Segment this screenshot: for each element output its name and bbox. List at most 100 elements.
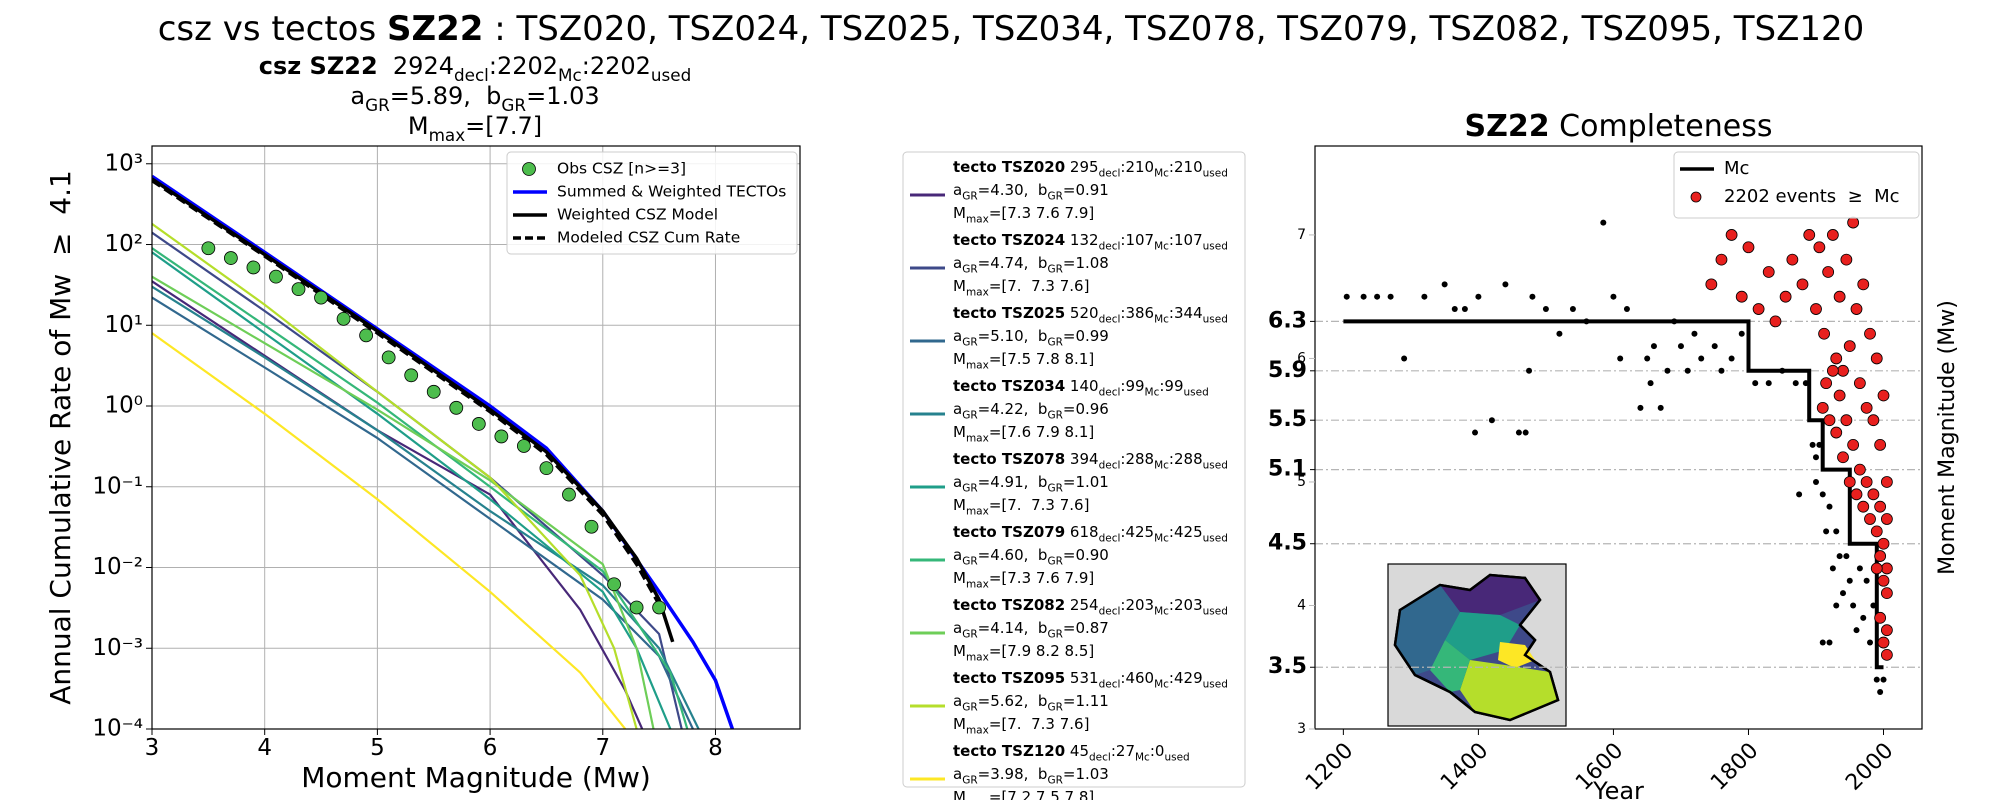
data-point (1833, 528, 1840, 535)
data-point (1860, 476, 1873, 488)
text-segment: max (966, 579, 989, 591)
series-line (152, 285, 700, 729)
data-point (1752, 380, 1759, 387)
y-tick-label: 5 (1297, 474, 1306, 490)
mc-tick-label: 5.9 (1268, 358, 1307, 383)
data-point (1623, 306, 1630, 313)
text-segment: GR (501, 95, 526, 115)
data-point (1657, 404, 1664, 411)
y-tick-label: 10⁻⁴ (92, 716, 143, 742)
data-point (1870, 525, 1883, 538)
data-point (1837, 364, 1849, 377)
text-segment: M (953, 788, 966, 800)
data-point (1840, 414, 1853, 427)
data-point (1461, 306, 1468, 313)
text-segment: :107 (1169, 231, 1203, 249)
data-point (1833, 389, 1846, 402)
data-point (652, 600, 667, 615)
text-segment: =4.22, b (978, 400, 1048, 418)
y-tick-label: 10² (105, 231, 144, 257)
y-tick-label: 10⁻² (92, 554, 143, 580)
text-segment: csz SZ22 (259, 52, 378, 80)
text-segment: a (953, 254, 962, 272)
data-point (1850, 602, 1857, 609)
text-segment: tecto TSZ025 (953, 304, 1065, 322)
text-segment: tecto TSZ020 (953, 158, 1065, 176)
data-point (1711, 343, 1718, 350)
data-point (1843, 476, 1856, 488)
text-segment: =3.98, b (978, 765, 1048, 783)
data-point (1874, 611, 1887, 624)
text-segment: a (953, 181, 962, 199)
data-point (1867, 414, 1880, 427)
text-segment: :288 (1120, 450, 1154, 468)
y-tick-label: 4 (1297, 597, 1306, 613)
text-segment: used (1203, 606, 1228, 618)
data-point (1840, 253, 1853, 266)
subtitle: aGR=5.89, bGR=1.03 (350, 82, 599, 115)
data-point (1880, 513, 1893, 525)
text-segment: GR (365, 95, 390, 115)
panel-legend-line: tecto TSZ078 394decl:288Mc:288used (953, 450, 1228, 472)
text-segment: =5.89, b (390, 82, 502, 110)
text-segment: :460 (1120, 669, 1154, 687)
text-segment: :99 (1120, 377, 1144, 395)
text-segment: Mc (1145, 387, 1160, 399)
data-point (314, 290, 328, 305)
text-segment: GR (962, 702, 977, 714)
text-segment: Completeness (1550, 109, 1773, 144)
text-segment: decl (1099, 460, 1121, 472)
data-point (1826, 639, 1833, 646)
text-segment: =[7. 7.3 7.6] (989, 496, 1090, 514)
data-point (1819, 639, 1826, 646)
panel-legend-line: aGR=5.62, bGR=1.11 (953, 692, 1109, 714)
panel-legend-line: tecto TSZ082 254decl:203Mc:203used (953, 596, 1228, 618)
data-point (1762, 266, 1775, 278)
data-point (1401, 355, 1408, 362)
data-point (1850, 303, 1863, 315)
data-point (291, 282, 306, 297)
y-tick-label: 3 (1297, 721, 1306, 737)
data-point (1860, 614, 1867, 621)
text-segment: max (966, 725, 989, 737)
data-point (1833, 290, 1846, 303)
text-segment: max (966, 798, 989, 800)
data-point (1691, 330, 1698, 337)
text-segment: 394 (1065, 450, 1098, 468)
data-point (1847, 216, 1860, 229)
text-segment: =0.90 (1063, 546, 1109, 564)
panel-legend-line: aGR=4.60, bGR=0.90 (953, 546, 1109, 568)
text-segment: 132 (1065, 231, 1098, 249)
figure-title: csz vs tectos SZ22 : TSZ020, TSZ024, TSZ… (158, 9, 1865, 49)
text-segment: Mc (1154, 241, 1169, 253)
panel-legend-line: Mmax=[7.2 7.5 7.8] (953, 788, 1094, 800)
text-segment: =5.62, b (978, 692, 1048, 710)
legend-marker (1690, 191, 1702, 203)
text-segment: GR (1047, 775, 1062, 787)
data-point (404, 368, 419, 383)
data-point (1765, 380, 1772, 387)
data-point (1826, 503, 1833, 510)
data-point (1343, 293, 1350, 300)
panel-legend-line: Mmax=[7.5 7.8 8.1] (953, 350, 1094, 372)
x-tick-label: 3 (145, 735, 160, 761)
x-axis-label: Year (1592, 777, 1644, 800)
data-point (1769, 315, 1782, 328)
panel-legend-line: Mmax=[7.3 7.6 7.9] (953, 204, 1094, 226)
legend-label: Weighted CSZ Model (557, 206, 718, 224)
text-segment: =0.99 (1063, 327, 1109, 345)
text-segment: 531 (1065, 669, 1098, 687)
data-point (1880, 476, 1893, 488)
text-segment: used (1203, 168, 1228, 180)
text-segment: =[7.9 8.2 8.5] (989, 642, 1094, 660)
text-segment: used (1164, 752, 1189, 764)
data-point (1829, 565, 1836, 572)
data-point (1867, 488, 1880, 501)
text-segment: Mc (1154, 679, 1169, 691)
text-segment: M (953, 715, 966, 733)
x-tick-label: 8 (708, 735, 723, 761)
text-segment: a (953, 546, 962, 564)
data-point (1880, 624, 1893, 637)
text-segment: tecto TSZ024 (953, 231, 1065, 249)
text-segment: M (953, 496, 966, 514)
